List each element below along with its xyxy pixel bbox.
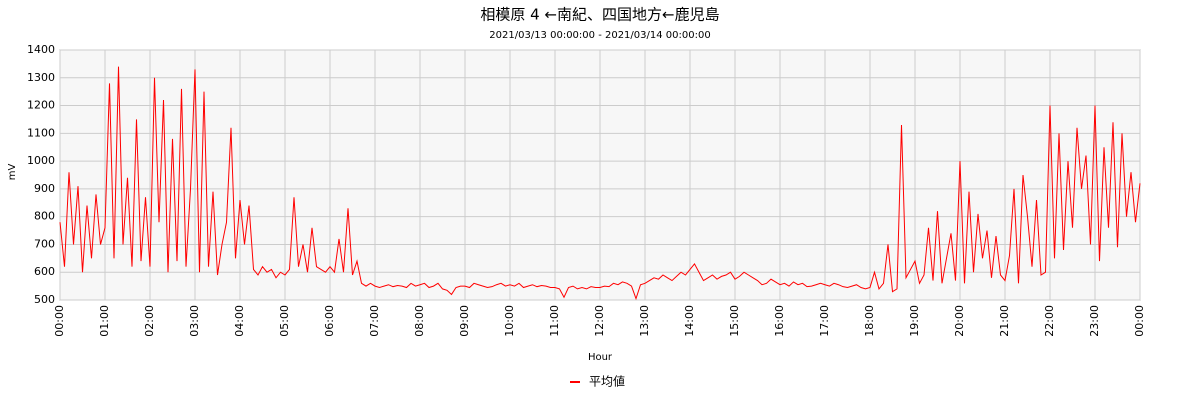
x-tick-label: 19:00 [908, 305, 921, 337]
y-tick-label: 1100 [27, 126, 55, 139]
x-tick-label: 03:00 [188, 305, 201, 337]
y-tick-label: 1400 [27, 43, 55, 56]
y-tick-label: 500 [34, 293, 55, 306]
x-tick-label: 04:00 [233, 305, 246, 337]
x-tick-label: 02:00 [143, 305, 156, 337]
x-tick-label: 21:00 [998, 305, 1011, 337]
chart-title: 相模原 4 ←南紀、四国地方←鹿児島 [480, 6, 719, 24]
x-tick-label: 06:00 [323, 305, 336, 337]
x-tick-label: 10:00 [503, 305, 516, 337]
y-tick-label: 1000 [27, 154, 55, 167]
y-tick-label: 1200 [27, 99, 55, 112]
x-tick-label: 16:00 [773, 305, 786, 337]
y-tick-label: 1300 [27, 71, 55, 84]
y-tick-label: 900 [34, 182, 55, 195]
x-tick-label: 00:00 [53, 305, 66, 337]
y-tick-label: 700 [34, 237, 55, 250]
x-tick-label: 01:00 [98, 305, 111, 337]
x-tick-label: 09:00 [458, 305, 471, 337]
chart-subtitle: 2021/03/13 00:00:00 - 2021/03/14 00:00:0… [489, 30, 710, 41]
data-line [59, 66, 1141, 301]
y-axis-label: mV [7, 164, 18, 181]
x-tick-label: 18:00 [863, 305, 876, 337]
x-tick-label: 23:00 [1088, 305, 1101, 337]
x-tick-label: 07:00 [368, 305, 381, 337]
x-tick-label: 13:00 [638, 305, 651, 337]
x-tick-label: 20:00 [953, 305, 966, 337]
y-tick-label: 600 [34, 265, 55, 278]
x-tick-label: 11:00 [548, 305, 561, 337]
x-tick-label: 22:00 [1043, 305, 1056, 337]
x-axis-label: Hour [588, 352, 613, 363]
x-tick-label: 15:00 [728, 305, 741, 337]
x-tick-label: 17:00 [818, 305, 831, 337]
x-tick-label: 00:00 [1133, 305, 1146, 337]
x-tick-label: 12:00 [593, 305, 606, 337]
x-tick-label: 14:00 [683, 305, 696, 337]
y-tick-label: 800 [34, 210, 55, 223]
x-tick-label: 08:00 [413, 305, 426, 337]
legend-label: 平均値 [589, 374, 625, 389]
x-tick-label: 05:00 [278, 305, 291, 337]
